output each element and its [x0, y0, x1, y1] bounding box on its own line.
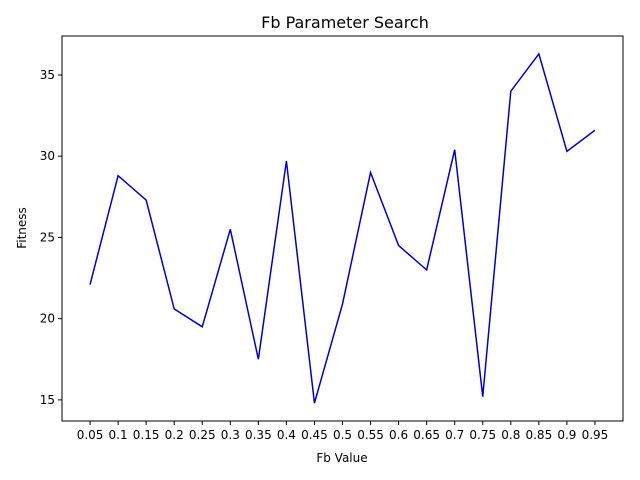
- y-axis: 15 20 25 30 35: [40, 68, 62, 407]
- x-tick-label: 0.45: [301, 428, 328, 442]
- x-tick-label: 0.95: [582, 428, 609, 442]
- x-tick-label: 0.1: [109, 428, 128, 442]
- x-tick-label: 0.65: [413, 428, 440, 442]
- x-tick-label: 0.15: [133, 428, 160, 442]
- x-tick-label: 0.5: [333, 428, 352, 442]
- y-tick-label: 35: [40, 68, 55, 82]
- y-axis-label: Fitness: [15, 207, 29, 249]
- y-tick-label: 30: [40, 149, 55, 163]
- plot-frame: [61, 35, 624, 422]
- x-axis: 0.05 0.1 0.15 0.2 0.25 0.3 0.35 0.4 0.45 0.5 0.55 0…: [77, 421, 609, 442]
- x-tick-label: 0.6: [389, 428, 408, 442]
- x-tick-label: 0.55: [357, 428, 384, 442]
- x-axis-label: Fb Value: [316, 451, 367, 465]
- x-tick-label: 0.25: [189, 428, 216, 442]
- x-tick-label: 0.7: [445, 428, 464, 442]
- x-tick-label: 0.9: [557, 428, 576, 442]
- x-tick-label: 0.85: [525, 428, 552, 442]
- y-tick-label: 20: [40, 312, 55, 326]
- plot-area: [89, 52, 596, 404]
- series-line-0: [89, 52, 596, 404]
- x-tick-label: 0.8: [501, 428, 520, 442]
- x-tick-label: 0.4: [277, 428, 296, 442]
- x-tick-label: 0.35: [245, 428, 272, 442]
- x-tick-label: 0.05: [77, 428, 104, 442]
- y-tick-label: 25: [40, 230, 55, 244]
- y-tick-label: 15: [40, 393, 55, 407]
- x-tick-label: 0.2: [165, 428, 184, 442]
- chart-title: Fb Parameter Search: [261, 13, 429, 32]
- x-tick-label: 0.75: [469, 428, 496, 442]
- x-tick-label: 0.3: [221, 428, 240, 442]
